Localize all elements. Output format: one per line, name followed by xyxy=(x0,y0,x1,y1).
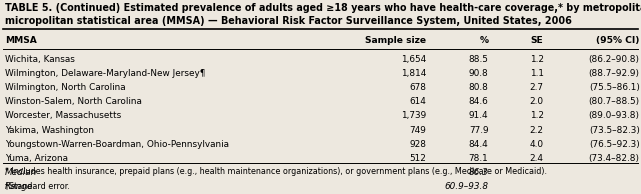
Text: 86.3: 86.3 xyxy=(469,168,488,177)
Text: (76.5–92.3): (76.5–92.3) xyxy=(589,140,640,149)
Text: 1,739: 1,739 xyxy=(401,111,426,120)
Text: Wilmington, Delaware-Maryland-New Jersey¶: Wilmington, Delaware-Maryland-New Jersey… xyxy=(5,69,206,78)
Text: 91.4: 91.4 xyxy=(469,111,488,120)
Text: (88.7–92.9): (88.7–92.9) xyxy=(588,69,640,78)
Text: 2.0: 2.0 xyxy=(529,97,544,106)
Text: SE: SE xyxy=(531,36,544,45)
Text: (86.2–90.8): (86.2–90.8) xyxy=(588,55,640,64)
Text: MMSA: MMSA xyxy=(5,36,37,45)
Text: Wichita, Kansas: Wichita, Kansas xyxy=(5,55,75,64)
Text: (80.7–88.5): (80.7–88.5) xyxy=(588,97,640,106)
Text: 2.4: 2.4 xyxy=(529,154,544,163)
Text: Wilmington, North Carolina: Wilmington, North Carolina xyxy=(5,83,126,92)
Text: 80.8: 80.8 xyxy=(469,83,488,92)
Text: 1.2: 1.2 xyxy=(529,55,544,64)
Text: 1,814: 1,814 xyxy=(401,69,426,78)
Text: TABLE 5. (Continued) Estimated prevalence of adults aged ≥18 years who have heal: TABLE 5. (Continued) Estimated prevalenc… xyxy=(5,3,641,13)
Text: micropolitan statistical area (MMSA) — Behavioral Risk Factor Surveillance Syste: micropolitan statistical area (MMSA) — B… xyxy=(5,16,572,26)
Text: Median: Median xyxy=(5,168,38,177)
Text: 749: 749 xyxy=(410,126,426,134)
Text: 60.9–93.8: 60.9–93.8 xyxy=(444,182,488,191)
Text: (75.5–86.1): (75.5–86.1) xyxy=(589,83,640,92)
Text: (95% CI): (95% CI) xyxy=(596,36,640,45)
Text: Yakima, Washington: Yakima, Washington xyxy=(5,126,94,134)
Text: (73.4–82.8): (73.4–82.8) xyxy=(588,154,640,163)
Text: Winston-Salem, North Carolina: Winston-Salem, North Carolina xyxy=(5,97,142,106)
Text: †Standard error.: †Standard error. xyxy=(5,181,70,190)
Text: 77.9: 77.9 xyxy=(469,126,488,134)
Text: Yuma, Arizona: Yuma, Arizona xyxy=(5,154,68,163)
Text: Youngstown-Warren-Boardman, Ohio-Pennsylvania: Youngstown-Warren-Boardman, Ohio-Pennsyl… xyxy=(5,140,229,149)
Text: Worcester, Massachusetts: Worcester, Massachusetts xyxy=(5,111,121,120)
Text: 2.2: 2.2 xyxy=(529,126,544,134)
Text: %: % xyxy=(479,36,488,45)
Text: 1.2: 1.2 xyxy=(529,111,544,120)
Text: * Includes health insurance, prepaid plans (e.g., health maintenance organizatio: * Includes health insurance, prepaid pla… xyxy=(5,167,547,176)
Text: (73.5–82.3): (73.5–82.3) xyxy=(589,126,640,134)
Text: 1.1: 1.1 xyxy=(529,69,544,78)
Text: 512: 512 xyxy=(410,154,426,163)
Text: 928: 928 xyxy=(409,140,426,149)
Text: 678: 678 xyxy=(409,83,426,92)
Text: 90.8: 90.8 xyxy=(469,69,488,78)
Text: 84.4: 84.4 xyxy=(469,140,488,149)
Text: 4.0: 4.0 xyxy=(529,140,544,149)
Text: (89.0–93.8): (89.0–93.8) xyxy=(588,111,640,120)
Text: Range: Range xyxy=(5,182,33,191)
Text: 1,654: 1,654 xyxy=(401,55,426,64)
Text: 2.7: 2.7 xyxy=(529,83,544,92)
Text: 614: 614 xyxy=(410,97,426,106)
Text: Sample size: Sample size xyxy=(365,36,426,45)
Text: 84.6: 84.6 xyxy=(469,97,488,106)
Text: 88.5: 88.5 xyxy=(469,55,488,64)
Text: 78.1: 78.1 xyxy=(469,154,488,163)
